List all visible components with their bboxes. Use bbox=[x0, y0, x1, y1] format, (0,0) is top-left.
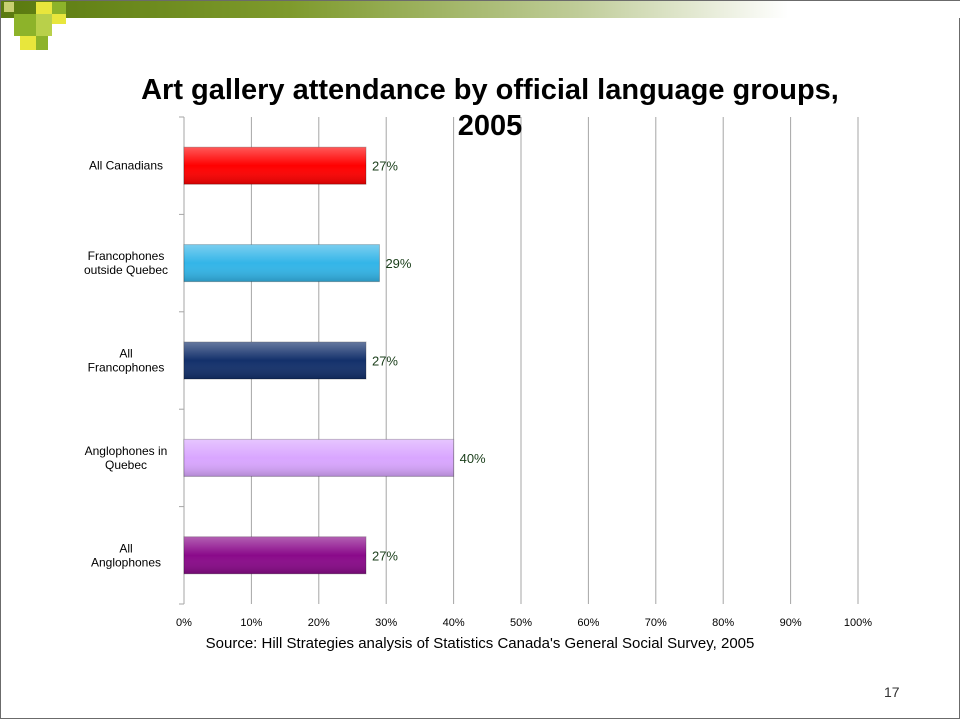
x-tick-label: 20% bbox=[308, 617, 330, 629]
data-label: 27% bbox=[372, 354, 398, 369]
x-tick-label: 50% bbox=[510, 617, 532, 629]
category-label: All Anglophones bbox=[91, 541, 161, 569]
corner-square-7 bbox=[36, 36, 48, 50]
x-tick-label: 40% bbox=[443, 617, 465, 629]
x-tick-label: 0% bbox=[176, 617, 192, 629]
bar-highlight bbox=[184, 244, 380, 282]
corner-square-3 bbox=[52, 2, 66, 14]
corner-square-5 bbox=[52, 14, 66, 24]
x-tick-label: 70% bbox=[645, 617, 667, 629]
data-label: 29% bbox=[385, 256, 411, 271]
bar-highlight bbox=[184, 536, 366, 574]
header-band bbox=[1, 1, 960, 18]
category-label: Anglophones in Quebec bbox=[85, 444, 168, 472]
source-note: Source: Hill Strategies analysis of Stat… bbox=[205, 635, 755, 652]
x-tick-label: 80% bbox=[712, 617, 734, 629]
category-label: All Canadians bbox=[89, 159, 163, 173]
chart-title: Art gallery attendance by official langu… bbox=[141, 74, 839, 142]
x-tick-label: 60% bbox=[577, 617, 599, 629]
data-label: 27% bbox=[372, 548, 398, 563]
x-tick-label: 10% bbox=[240, 617, 262, 629]
bar-highlight bbox=[184, 147, 366, 185]
bar-highlight bbox=[184, 342, 366, 379]
x-tick-label: 90% bbox=[780, 617, 802, 629]
bar-highlight bbox=[184, 439, 454, 477]
data-label: 40% bbox=[460, 451, 486, 466]
corner-square-1 bbox=[14, 14, 36, 36]
corner-square-6 bbox=[20, 36, 36, 50]
category-label: All Francophones bbox=[88, 347, 165, 375]
x-tick-label: 100% bbox=[844, 617, 872, 629]
page-number: 17 bbox=[884, 684, 900, 700]
x-tick-label: 30% bbox=[375, 617, 397, 629]
data-label: 27% bbox=[372, 159, 398, 174]
corner-square-8 bbox=[4, 2, 14, 12]
corner-square-4 bbox=[36, 14, 52, 36]
category-label: Francophones outside Quebec bbox=[84, 249, 168, 277]
corner-square-2 bbox=[36, 2, 52, 14]
